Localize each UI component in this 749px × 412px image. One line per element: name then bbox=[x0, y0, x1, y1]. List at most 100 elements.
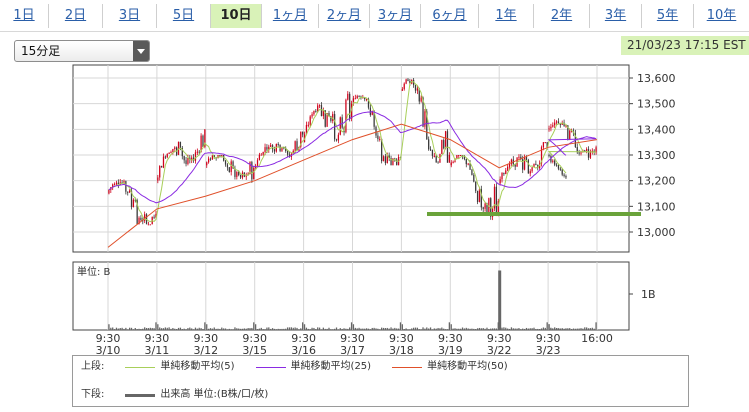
interval-select[interactable]: 15分足 bbox=[14, 40, 150, 62]
time-tick-label: 9:30 bbox=[242, 332, 267, 345]
volume-bar bbox=[482, 328, 484, 330]
candle-body bbox=[179, 141, 182, 148]
tab-12[interactable]: 5年 bbox=[642, 3, 694, 28]
candle-body bbox=[335, 139, 338, 141]
volume-bar bbox=[119, 328, 121, 330]
volume-bar bbox=[324, 328, 326, 330]
volume-bar bbox=[508, 328, 511, 330]
candle-body bbox=[444, 131, 447, 149]
timestamp: 21/03/23 17:15 EST bbox=[621, 36, 749, 55]
tab-13[interactable]: 10年 bbox=[706, 7, 737, 23]
volume-bar bbox=[313, 327, 315, 330]
candle-body bbox=[507, 166, 509, 171]
candle-body bbox=[569, 130, 571, 140]
tab-3[interactable]: 5日 bbox=[157, 3, 211, 28]
time-tick-label: 9:30 bbox=[96, 332, 121, 345]
candle-body bbox=[557, 165, 560, 169]
candle-body bbox=[253, 167, 255, 180]
volume-bar bbox=[303, 324, 306, 330]
candle-body bbox=[144, 214, 146, 221]
candle-body bbox=[559, 123, 561, 125]
candle-body bbox=[113, 184, 116, 186]
candle-body bbox=[313, 110, 315, 115]
candle-body bbox=[191, 157, 193, 161]
volume-bar bbox=[333, 328, 336, 330]
tab-8[interactable]: 6ヶ月 bbox=[421, 3, 479, 28]
volume-bar bbox=[488, 328, 490, 330]
volume-bar bbox=[582, 328, 584, 330]
volume-bar bbox=[345, 328, 347, 330]
volume-bar bbox=[290, 327, 293, 330]
volume-bar bbox=[476, 328, 479, 330]
candle-body bbox=[273, 149, 276, 152]
legend-upper-label: 上段: bbox=[81, 361, 105, 372]
volume-bar bbox=[202, 328, 204, 330]
volume-bar bbox=[350, 322, 353, 330]
tab-2[interactable]: 3日 bbox=[103, 3, 157, 28]
tab-1[interactable]: 2日 bbox=[49, 3, 103, 28]
tab-11[interactable]: 3年 bbox=[590, 3, 642, 28]
candle-body bbox=[339, 117, 341, 135]
volume-bar bbox=[179, 327, 182, 330]
volume-bar bbox=[181, 329, 183, 330]
candle-body bbox=[460, 155, 462, 156]
volume-bar bbox=[377, 328, 379, 330]
price-tick-label: 13,400 bbox=[637, 123, 676, 136]
candle-body bbox=[324, 110, 326, 127]
candle-body bbox=[305, 125, 308, 135]
candle-body bbox=[367, 99, 370, 108]
candle-body bbox=[381, 138, 383, 162]
candle-body bbox=[555, 121, 558, 123]
volume-bar bbox=[151, 327, 153, 330]
candle-body bbox=[266, 147, 268, 150]
volume-bar bbox=[554, 329, 556, 330]
volume-bar bbox=[347, 328, 349, 330]
candle-body bbox=[371, 110, 373, 115]
volume-bar bbox=[174, 328, 176, 330]
volume-bar bbox=[328, 327, 330, 330]
legend-ma25-label: 単純移動平均(25) bbox=[290, 361, 372, 372]
ma5-line bbox=[108, 80, 597, 223]
volume-bar bbox=[396, 328, 398, 330]
candle-body bbox=[508, 163, 511, 167]
tab-10[interactable]: 2年 bbox=[534, 3, 590, 28]
volume-bar bbox=[452, 328, 454, 330]
candle-body bbox=[142, 220, 144, 222]
volume-bar bbox=[332, 329, 334, 330]
candle-body bbox=[401, 89, 403, 91]
tab-9[interactable]: 1年 bbox=[479, 3, 534, 28]
candle-body bbox=[420, 97, 422, 102]
candle-body bbox=[563, 122, 565, 126]
candle-body bbox=[437, 162, 439, 164]
tab-7[interactable]: 3ヶ月 bbox=[370, 3, 421, 28]
candle-body bbox=[130, 190, 133, 208]
period-tabs: 1日 2日 3日 5日 10日 1ヶ月 2ヶ月 3ヶ月 6ヶ月 1年 2年 3年 5年 10年 bbox=[0, 0, 749, 32]
candle-body bbox=[309, 116, 311, 125]
chevron-down-icon[interactable] bbox=[133, 41, 149, 61]
volume-bar bbox=[587, 328, 590, 330]
volume-bar bbox=[145, 327, 148, 330]
volume-bar bbox=[565, 328, 567, 330]
candle-body bbox=[431, 149, 434, 156]
candle-body bbox=[200, 135, 202, 152]
volume-bar bbox=[275, 329, 277, 330]
volume-bar bbox=[491, 328, 494, 330]
date-tick-label: 3/18 bbox=[389, 344, 414, 357]
candle-body bbox=[580, 152, 582, 154]
volume-bar bbox=[341, 328, 343, 330]
volume-bar bbox=[266, 327, 268, 330]
tab-0[interactable]: 1日 bbox=[0, 3, 49, 28]
tab-4[interactable]: 10日 bbox=[211, 3, 262, 28]
volume-bar bbox=[439, 328, 441, 330]
candle-body bbox=[194, 152, 197, 161]
volume-bar bbox=[548, 324, 550, 330]
date-tick-label: 3/17 bbox=[340, 344, 365, 357]
volume-bar bbox=[177, 327, 180, 330]
tab-6[interactable]: 2ヶ月 bbox=[319, 3, 370, 28]
volume-bar bbox=[569, 328, 571, 330]
candle-body bbox=[484, 203, 486, 209]
volume-bar bbox=[183, 328, 185, 330]
candle-body bbox=[561, 169, 563, 175]
tab-5[interactable]: 1ヶ月 bbox=[262, 3, 319, 28]
candle-body bbox=[285, 147, 287, 151]
